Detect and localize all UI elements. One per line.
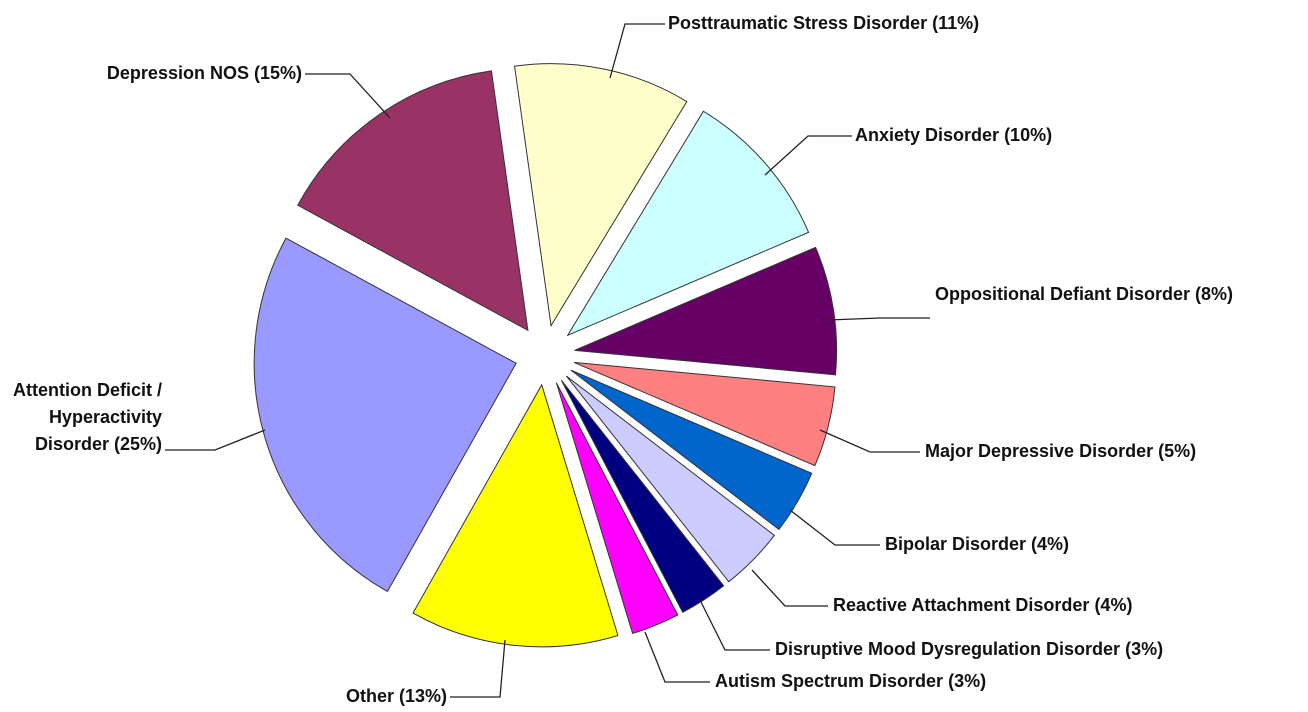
category-name: Disruptive Mood Dysregulation Disorder: [775, 639, 1121, 659]
pie-slice: [297, 70, 529, 332]
value-label: (11%): [932, 13, 980, 33]
slice-label: Disruptive Mood Dysregulation Disorder (…: [775, 636, 1295, 663]
category-name: Attention Deficit / Hyperactivity Disord…: [13, 380, 162, 454]
pie-slice: [560, 379, 725, 614]
value-label: (3%): [1125, 639, 1164, 659]
slice-label: Major Depressive Disorder (5%): [925, 438, 1295, 465]
leader-line: [644, 631, 710, 683]
leader-line: [165, 429, 266, 451]
category-name: Posttraumatic Stress Disorder: [668, 13, 928, 33]
pie-slice: [565, 375, 776, 583]
category-name: Autism Spectrum Disorder: [715, 671, 944, 691]
value-label: (4%): [1031, 534, 1070, 554]
slice-label: Anxiety Disorder (10%): [855, 122, 1155, 149]
pie-slice: [514, 63, 688, 328]
leader-line: [305, 73, 391, 119]
pie-slice: [573, 361, 836, 467]
leader-line: [789, 509, 880, 546]
pie-slice: [412, 383, 619, 648]
slice-label: Attention Deficit / Hyperactivity Disord…: [2, 377, 162, 458]
category-name: Reactive Attachment Disorder: [833, 595, 1090, 615]
value-label: (10%): [1004, 125, 1053, 145]
value-label: (3%): [948, 671, 987, 691]
category-name: Anxiety Disorder: [855, 125, 1000, 145]
pie-slice: [574, 246, 838, 376]
category-name: Depression NOS: [106, 63, 249, 83]
slice-label: Posttraumatic Stress Disorder (11%): [668, 10, 1128, 37]
category-name: Bipolar Disorder: [885, 534, 1027, 554]
leader-line: [819, 429, 920, 453]
leader-line: [827, 317, 930, 321]
leader-line: [450, 639, 506, 698]
pie-slice: [570, 369, 813, 531]
slice-label: Bipolar Disorder (4%): [885, 531, 1185, 558]
leader-line: [751, 569, 828, 607]
slice-label: Oppositional Defiant Disorder (8%): [935, 281, 1280, 308]
category-name: Oppositional Defiant Disorder: [935, 284, 1191, 304]
slice-label: Autism Spectrum Disorder (3%): [715, 668, 1115, 695]
slice-label: Depression NOS (15%): [2, 60, 302, 87]
leader-line: [609, 23, 665, 79]
slice-label: Other (13%): [247, 683, 447, 710]
slice-label: Reactive Attachment Disorder (4%): [833, 592, 1253, 619]
value-label: (4%): [1094, 595, 1133, 615]
value-label: (15%): [253, 63, 302, 83]
leader-line: [764, 135, 852, 176]
value-label: (13%): [398, 686, 447, 706]
value-label: (5%): [1158, 441, 1197, 461]
pie-slice: [253, 237, 517, 593]
value-label: (25%): [113, 434, 162, 454]
category-name: Other: [345, 686, 394, 706]
leader-line: [699, 599, 770, 651]
pie-slice: [555, 382, 679, 635]
value-label: (8%): [1195, 284, 1234, 304]
category-name: Major Depressive Disorder: [925, 441, 1154, 461]
pie-slice: [566, 110, 810, 337]
